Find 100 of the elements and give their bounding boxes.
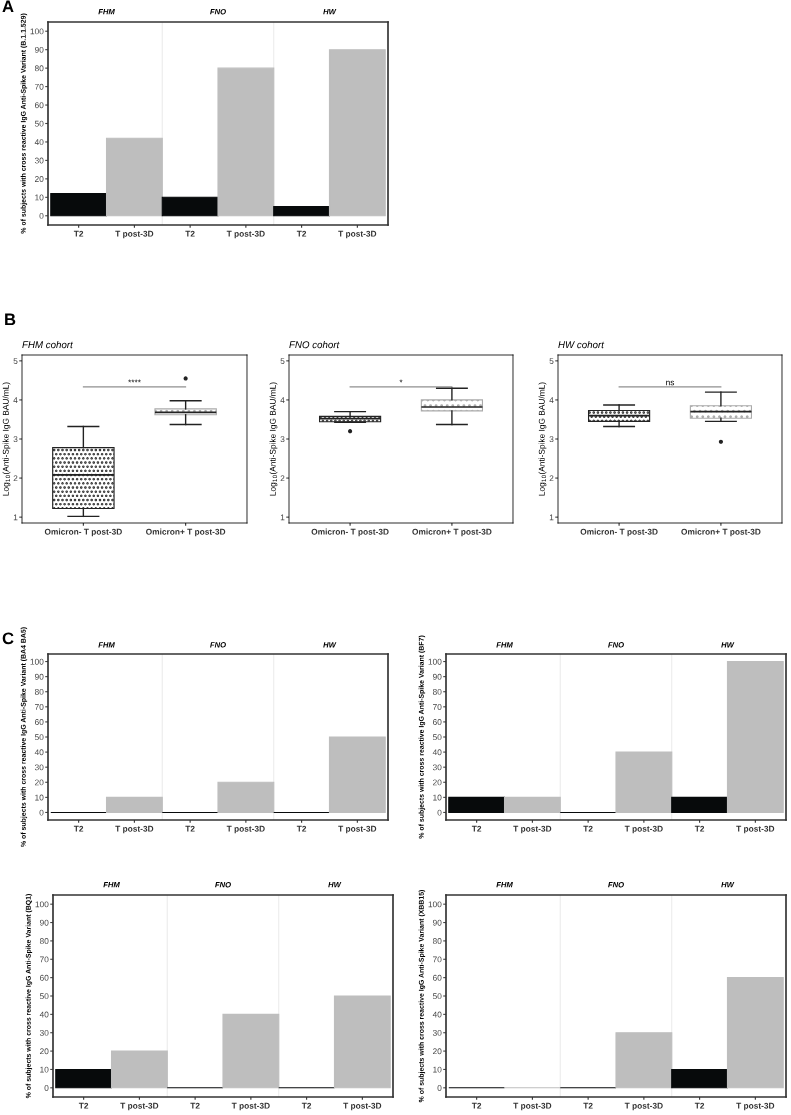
y-tick-label: 1: [549, 514, 554, 521]
y-tick-label: 2: [13, 475, 18, 482]
y-tick-label: 0: [39, 212, 44, 219]
y-tick-label: 30: [39, 1029, 49, 1036]
x-tick-label: T2: [471, 825, 482, 832]
y-tick-label: 0: [39, 809, 44, 816]
x-tick-label: Omicron- T post-3D: [580, 528, 658, 537]
x-tick-label: T2: [694, 825, 705, 832]
y-tick-label: 10: [35, 794, 44, 801]
x-tick-label: T post-3D: [513, 825, 552, 834]
y-tick-label: 20: [39, 1048, 49, 1055]
y-tick-label: 100: [30, 658, 44, 665]
y-axis-title: Log$_{10}$(Anti-Spike IgG BAU/mL): [538, 382, 547, 496]
y-tick-label: 10: [35, 194, 44, 201]
x-tick-label: T post-3D: [338, 230, 377, 239]
x-tick-label: T post-3D: [115, 825, 154, 834]
x-tick-label: T post-3D: [736, 825, 775, 834]
y-tick-label: 100: [428, 901, 442, 908]
y-tick-label: 0: [437, 1085, 442, 1091]
x-tick-label: T2: [296, 825, 307, 832]
chart-title: A: [2, 0, 14, 13]
y-tick-label: 70: [432, 704, 442, 710]
y-tick-label: 5: [13, 358, 18, 364]
y-axis-title: Log$_{10}$(Anti-Spike IgG BAU/mL): [269, 382, 278, 496]
x-tick-label: T2: [583, 825, 593, 832]
x-tick-label: T2: [296, 230, 307, 237]
y-tick-label: 70: [39, 956, 49, 963]
x-tick-label: T post-3D: [736, 1102, 775, 1111]
y-tick-label: 90: [34, 46, 44, 53]
y-tick-label: 10: [433, 1066, 442, 1073]
y-tick-label: 30: [34, 764, 44, 771]
y-tick-label: 4: [13, 397, 18, 403]
y-tick-label: 10: [433, 794, 442, 801]
y-tick-label: 50: [34, 734, 44, 741]
y-tick-label: 40: [34, 749, 44, 756]
x-tick-label: T2: [73, 825, 84, 832]
y-tick-label: 20: [432, 779, 442, 786]
y-tick-label: 20: [34, 176, 44, 182]
text: B: [5, 313, 16, 326]
y-tick-label: 60: [34, 102, 44, 109]
x-tick-label: T2: [301, 1102, 312, 1109]
x-tick-label: T2: [73, 230, 84, 237]
y-tick-label: 30: [432, 764, 442, 771]
y-tick-label: 80: [34, 688, 44, 695]
y-tick-label: 40: [432, 749, 442, 756]
y-tick-label: 0: [44, 1085, 49, 1091]
x-tick-label: T post-3D: [120, 1102, 159, 1111]
y-tick-label: 2: [549, 475, 554, 482]
x-tick-label: Omicron+ T post-3D: [681, 528, 761, 537]
x-tick-label: T post-3D: [226, 825, 265, 834]
x-tick-label: T2: [185, 230, 195, 237]
x-tick-label: Omicron- T post-3D: [311, 528, 389, 537]
chart-title: C: [2, 632, 14, 645]
y-tick-label: 70: [34, 704, 44, 710]
x-tick-label: Omicron+ T post-3D: [146, 528, 226, 537]
y-tick-label: 30: [34, 157, 44, 164]
y-tick-label: 80: [432, 938, 442, 945]
y-tick-label: 70: [432, 956, 442, 963]
annotation: ns: [666, 380, 675, 386]
y-tick-label: 4: [549, 397, 554, 403]
y-tick-label: 20: [34, 779, 44, 786]
y-tick-label: 90: [432, 919, 442, 926]
y-tick-label: 50: [432, 734, 442, 741]
x-tick-label: T2: [471, 1102, 482, 1109]
y-tick-label: 5: [280, 358, 285, 364]
y-tick-label: 0: [437, 809, 442, 816]
y-tick-label: 30: [432, 1029, 442, 1036]
y-tick-label: 40: [432, 1011, 442, 1018]
y-tick-label: 1: [13, 514, 18, 521]
y-tick-label: 3: [280, 436, 285, 443]
y-tick-label: 60: [34, 719, 44, 726]
annotation: ****: [128, 379, 141, 383]
annotation: *: [399, 379, 403, 383]
y-tick-label: 90: [34, 673, 44, 680]
x-tick-label: T2: [190, 1102, 200, 1109]
x-tick-label: Omicron+ T post-3D: [412, 528, 492, 537]
y-tick-label: 80: [432, 688, 442, 695]
x-tick-label: T2: [583, 1102, 593, 1109]
y-tick-label: 60: [39, 974, 49, 981]
x-tick-label: T post-3D: [226, 230, 265, 239]
x-tick-label: T2: [78, 1102, 89, 1109]
x-tick-label: T post-3D: [624, 1102, 663, 1111]
x-tick-label: Omicron- T post-3D: [44, 528, 122, 537]
chart-title: FHM cohort: [22, 341, 74, 349]
y-tick-label: 50: [432, 993, 442, 1000]
x-tick-label: T2: [694, 1102, 705, 1109]
y-tick-label: 40: [39, 1011, 49, 1018]
y-tick-label: 60: [432, 974, 442, 981]
chart-title: FNO cohort: [289, 341, 340, 349]
y-tick-label: 50: [39, 993, 49, 1000]
y-tick-label: 40: [34, 139, 44, 146]
y-tick-label: 3: [13, 436, 18, 443]
y-tick-label: 90: [432, 673, 442, 680]
y-tick-label: 10: [40, 1066, 49, 1073]
x-tick-label: T post-3D: [343, 1102, 382, 1111]
y-tick-label: 4: [280, 397, 285, 403]
x-tick-label: T post-3D: [513, 1102, 552, 1111]
y-tick-label: 2: [280, 475, 285, 482]
y-tick-label: 100: [30, 28, 44, 35]
y-tick-label: 5: [549, 358, 554, 364]
